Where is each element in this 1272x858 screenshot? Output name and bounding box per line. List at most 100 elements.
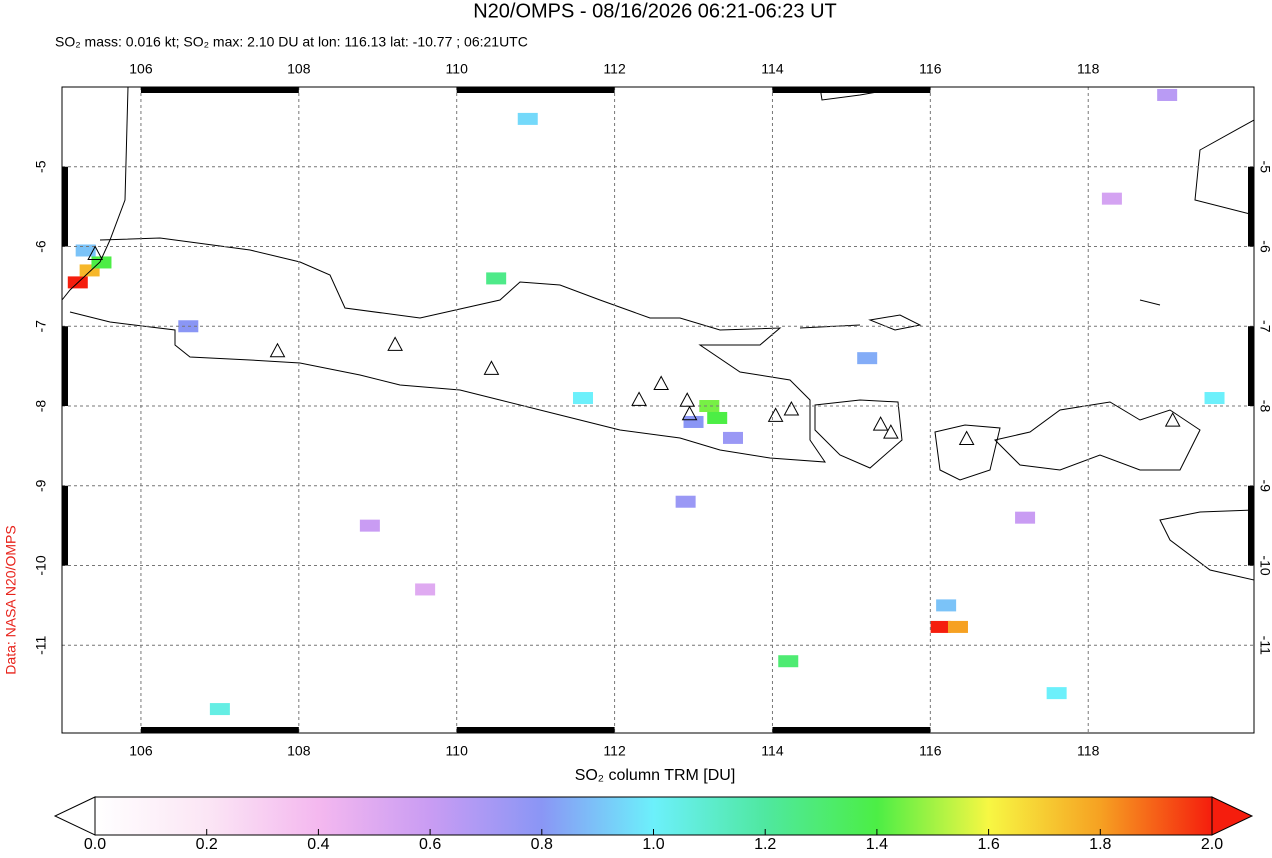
volcano: [679, 392, 696, 407]
so2-pixel: [1204, 392, 1225, 405]
colorbar-under: [53, 796, 96, 836]
colorbar-tick-label: 0.0: [84, 836, 106, 853]
source-label: Data: NASA N20/OMPS: [3, 525, 19, 674]
coast-sumbawa: [994, 401, 1201, 471]
coast-lombok: [934, 424, 1001, 481]
so2-pixel: [699, 400, 720, 413]
y-tick-label-left: -7: [33, 320, 49, 333]
volcano: [387, 336, 403, 351]
so2-pixel: [722, 431, 743, 444]
y-tick-label-left: -8: [33, 400, 49, 413]
volcano: [1164, 412, 1181, 427]
so2-pixel: [209, 703, 230, 716]
y-tick-label-right: -6: [1257, 240, 1272, 253]
x-tick-label-bottom: 106: [129, 743, 153, 759]
volcano: [269, 342, 286, 358]
x-tick-label-top: 118: [1077, 61, 1100, 77]
volcano: [483, 360, 500, 375]
colorbar-tick-label: 0.2: [196, 836, 218, 853]
frame-bar: [62, 326, 68, 407]
so2-pixel: [1157, 88, 1178, 101]
y-tick-label-right: -5: [1257, 161, 1272, 174]
colorbar-label: SO₂ column TRM [DU]: [575, 767, 736, 784]
y-tick-label-right: -9: [1257, 480, 1272, 493]
x-tick-label-bottom: 112: [603, 743, 626, 759]
coast-bali: [814, 399, 903, 469]
frame-bar: [140, 87, 299, 93]
so2-pixel: [1101, 192, 1122, 205]
x-tick-label-top: 114: [761, 61, 784, 77]
volcano: [653, 375, 669, 390]
frame-bar: [772, 87, 931, 93]
so2-pixel: [1015, 511, 1036, 524]
y-tick-label-left: -10: [33, 555, 49, 575]
volcano: [872, 416, 889, 431]
volcano: [681, 405, 698, 421]
title: N20/OMPS - 08/16/2026 06:21-06:23 UT: [473, 0, 837, 22]
colorbar-tick-label: 1.0: [642, 836, 664, 853]
x-tick-label-bottom: 110: [446, 743, 469, 759]
so2-pixel: [857, 352, 878, 365]
so2-pixel: [707, 411, 728, 424]
y-tick-label-left: -11: [33, 635, 49, 654]
so2-pixel: [486, 272, 507, 285]
colorbar-tick-label: 1.8: [1089, 836, 1111, 853]
x-tick-label-top: 112: [603, 61, 626, 77]
y-tick-label-right: -8: [1257, 400, 1272, 413]
x-tick-label-bottom: 116: [919, 743, 942, 759]
frame-bar: [62, 485, 68, 566]
so2-pixel: [1046, 687, 1067, 700]
volcano: [767, 407, 784, 422]
frame-bar: [1248, 326, 1254, 407]
so2-pixel: [778, 655, 799, 668]
colorbar-tick-label: 1.2: [754, 836, 776, 853]
so2-pixel: [947, 620, 968, 633]
so2-pixel: [675, 495, 696, 508]
volcano: [631, 391, 647, 406]
frame-bar: [1248, 166, 1254, 247]
frame-bar: [772, 727, 931, 733]
map-background: [62, 87, 1254, 733]
subtitle: SO₂ mass: 0.016 kt; SO₂ max: 2.10 DU at …: [55, 34, 528, 50]
so2-pixel: [930, 620, 951, 633]
coast-sulawesi: [1194, 119, 1254, 216]
pixel-layer: [67, 88, 1225, 716]
x-tick-label-top: 106: [129, 61, 153, 77]
frame-bar: [140, 727, 299, 733]
volcano: [958, 430, 975, 446]
y-tick-label-left: -6: [33, 240, 49, 253]
x-tick-label-top: 108: [287, 61, 311, 77]
so2-pixel: [359, 519, 380, 532]
colorbar-tick-label: 0.4: [307, 836, 329, 853]
coast-java: [69, 237, 826, 463]
colorbar-tick-label: 0.8: [531, 836, 553, 853]
colorbar-tick-label: 2.0: [1201, 836, 1223, 853]
frame-bars: [62, 87, 1254, 733]
x-tick-label-bottom: 108: [287, 743, 311, 759]
volcano-layer: [87, 245, 1181, 446]
colorbar-over: [1211, 796, 1254, 836]
volcano: [783, 400, 800, 416]
so2-pixel: [683, 415, 704, 428]
y-tick-label-right: -11: [1257, 636, 1272, 655]
y-tick-label-right: -7: [1257, 320, 1272, 333]
coast-sumatra: [62, 87, 129, 301]
colorbar-ticks: 0.0 0.2 0.4 0.6 0.8 1.0 1.2 1.4 1.6 1.8 2.0: [84, 829, 1223, 853]
x-tick-label-top: 110: [446, 61, 469, 77]
x-tick-label-top: 116: [919, 61, 942, 77]
map-frame: [61, 86, 1255, 734]
x-tick-label-bottom: 118: [1077, 743, 1100, 759]
coast-sumba: [1159, 509, 1254, 581]
y-tick-label-right: -10: [1257, 555, 1272, 575]
colorbar-tick-label: 1.4: [866, 836, 888, 853]
so2-pixel: [517, 112, 538, 125]
so2-pixel: [75, 244, 96, 257]
y-tick-label-left: -9: [33, 479, 49, 492]
colorbar-tick-label: 0.6: [419, 836, 441, 853]
so2-pixel: [415, 583, 436, 596]
volcano: [87, 245, 103, 260]
volcano: [883, 424, 899, 439]
frame-bar: [62, 166, 68, 247]
